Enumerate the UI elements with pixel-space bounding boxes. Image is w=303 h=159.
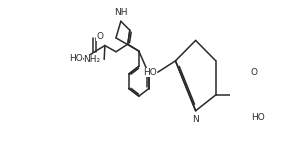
Text: HO: HO	[143, 68, 157, 77]
Text: NH: NH	[114, 8, 128, 17]
Text: NH₂: NH₂	[84, 55, 101, 64]
Text: HO: HO	[69, 55, 82, 63]
Text: O: O	[251, 68, 258, 77]
Text: O: O	[96, 32, 103, 41]
Text: HO: HO	[251, 113, 265, 122]
Text: N: N	[192, 115, 199, 124]
